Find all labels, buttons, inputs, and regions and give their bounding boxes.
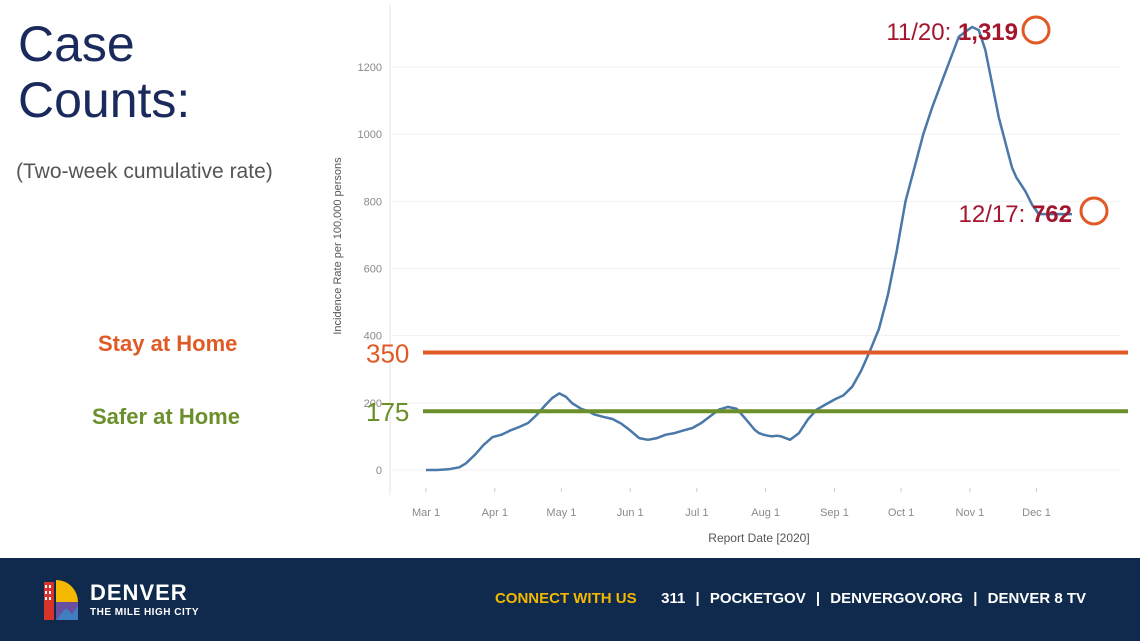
annotation-circle-1: [1079, 196, 1109, 226]
threshold-label-350: 350: [366, 338, 409, 368]
link-denvergov[interactable]: DENVERGOV.ORG: [830, 590, 964, 607]
annotation-value-0: 1,319: [958, 19, 1018, 46]
x-tick-label-1: Apr 1: [482, 507, 508, 519]
safer-at-home-label: Safer at Home: [92, 404, 240, 429]
annotation-value-1: 762: [1032, 201, 1072, 228]
link-denver8tv[interactable]: DENVER 8 TV: [987, 590, 1086, 607]
annotation-label-0: 11/20: 1,319: [886, 19, 1018, 46]
stay-at-home-label: Stay at Home: [98, 331, 238, 356]
brand-tagline: THE MILE HIGH CITY: [90, 607, 199, 618]
x-tick-label-9: Dec 1: [1022, 507, 1051, 519]
connect-links: CONNECT WITH US 311 | POCKETGOV | DENVER…: [494, 590, 1086, 607]
y-tick-label-600: 600: [364, 264, 382, 276]
x-tick-label-0: Mar 1: [412, 507, 440, 519]
title-line-2: Counts:: [18, 72, 191, 128]
annotation-date-0: 11/20:: [886, 19, 958, 46]
threshold-label-175: 175: [366, 397, 409, 427]
link-311[interactable]: 311: [661, 590, 686, 607]
x-tick-label-3: Jun 1: [617, 507, 644, 519]
x-tick-label-6: Sep 1: [820, 507, 849, 519]
link-pocketgov[interactable]: POCKETGOV: [709, 590, 806, 607]
annotation-label-1: 12/17: 762: [959, 201, 1072, 228]
series-line: [426, 25, 1072, 472]
y-axis-title: Incidence Rate per 100,000 persons: [332, 157, 344, 335]
case-rate-chart: 0 200 400 600 800 1000 1200 Mar 1 Apr 1 May 1 Jun …: [332, 5, 1128, 545]
x-axis-title: Report Date [2020]: [708, 531, 809, 545]
x-tick-label-5: Aug 1: [751, 507, 780, 519]
x-tick-label-7: Oct 1: [888, 507, 914, 519]
denver-logo-icon: [44, 580, 78, 620]
y-tick-label-800: 800: [364, 196, 382, 208]
y-tick-label-0: 0: [376, 465, 382, 477]
footer-bar: DENVER THE MILE HIGH CITY CONNECT WITH U…: [0, 558, 1140, 641]
y-tick-label-1000: 1000: [358, 129, 382, 141]
x-tick-label-4: Jul 1: [685, 507, 708, 519]
brand-name: DENVER: [90, 580, 188, 605]
x-tick-label-8: Nov 1: [956, 507, 985, 519]
connect-label: CONNECT WITH US: [494, 590, 637, 607]
x-tick-label-2: May 1: [546, 507, 576, 519]
y-tick-label-1200: 1200: [358, 62, 382, 74]
slide-subtitle: (Two-week cumulative rate): [16, 160, 273, 183]
y-tick-label-400: 400: [364, 331, 382, 343]
slide-title: Case Counts:: [18, 16, 190, 128]
annotation-date-1: 12/17:: [959, 201, 1032, 228]
annotation-circle-0: [1021, 15, 1051, 45]
title-line-1: Case: [18, 16, 135, 72]
y-tick-label-200: 200: [364, 398, 382, 410]
